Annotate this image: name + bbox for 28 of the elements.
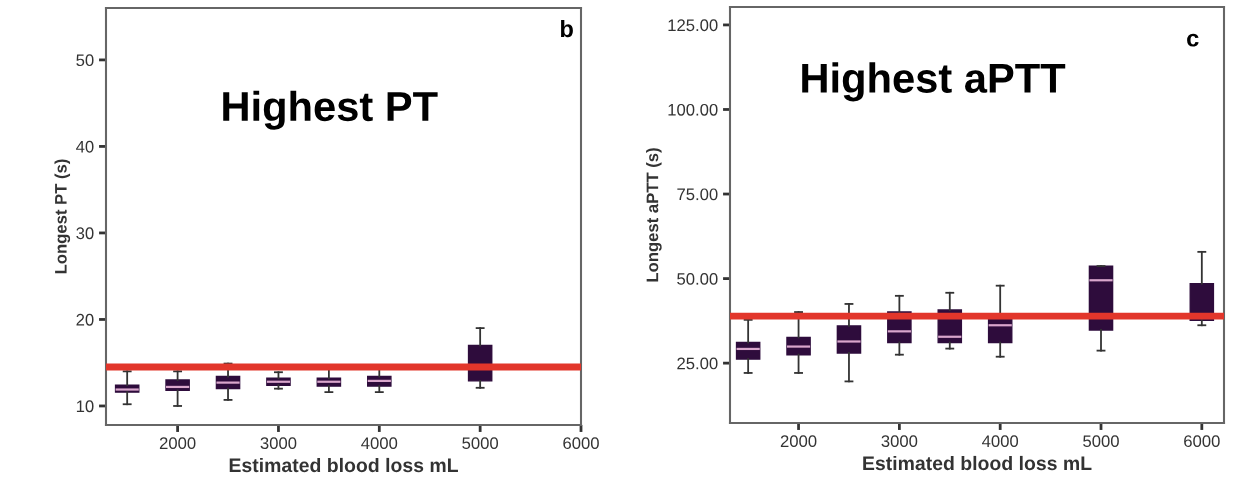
- x-tick-label: 3000: [881, 435, 918, 448]
- y-tick-label: 25.00: [677, 357, 718, 370]
- x-tick-label: 2000: [780, 435, 817, 448]
- x-tick-label: 6000: [1184, 435, 1220, 448]
- x-tick-label: 4000: [361, 437, 398, 450]
- x-tick-label: 6000: [563, 437, 599, 450]
- x-axis-title: Estimated blood loss mL: [229, 457, 458, 473]
- y-axis-title: Longest PT (s): [54, 159, 71, 274]
- y-tick-label: 50: [76, 54, 94, 67]
- annotation: Highest aPTT: [802, 62, 1066, 102]
- y-tick-label: 100.00: [668, 103, 718, 116]
- y-tick-label: 125.00: [668, 19, 718, 32]
- y-tick-label: 75.00: [677, 188, 718, 201]
- y-tick-label: 20: [76, 313, 94, 326]
- y-axis-title: Longest aPTT (s): [646, 148, 662, 282]
- annotation: b: [561, 19, 573, 38]
- annotation: Highest PT: [223, 90, 438, 130]
- x-tick-label: 5000: [1083, 435, 1119, 448]
- x-axis-title: Estimated blood loss mL: [863, 455, 1092, 471]
- annotation: c: [1187, 33, 1199, 47]
- y-tick-label: 40: [76, 140, 94, 153]
- x-tick-label: 2000: [159, 437, 196, 450]
- y-tick-label: 50.00: [677, 272, 718, 285]
- x-tick-label: 5000: [462, 437, 499, 450]
- x-tick-label: 4000: [982, 435, 1019, 448]
- y-tick-label: 30: [76, 227, 94, 240]
- y-tick-label: 10: [76, 400, 94, 413]
- x-tick-label: 3000: [260, 437, 297, 450]
